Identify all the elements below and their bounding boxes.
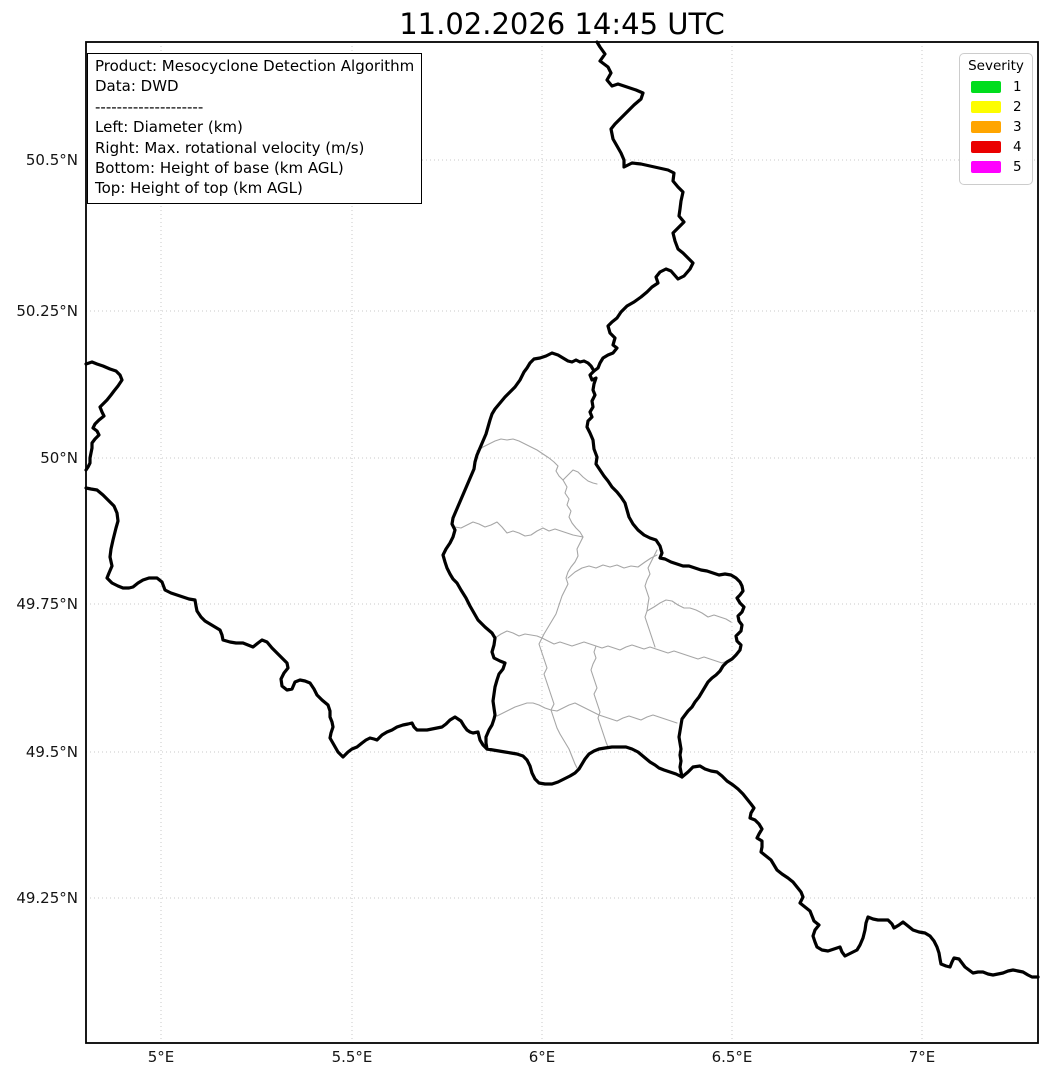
y-tick-label: 49.5°N: [25, 743, 78, 761]
info-line-left: Left: Diameter (km): [95, 118, 243, 137]
info-line-top: Top: Height of top (km AGL): [95, 179, 303, 198]
y-tick-label: 50°N: [40, 449, 78, 467]
belgium-germany-border: [592, 40, 695, 373]
district-border-path: [562, 469, 598, 485]
district-border-path: [494, 630, 733, 664]
y-tick-label: 50.5°N: [25, 151, 78, 169]
info-line-data: Data: DWD: [95, 77, 179, 96]
legend-row-severity-4: 4: [966, 137, 1026, 157]
x-tick-label: 6°E: [528, 1048, 556, 1066]
figure-title: 11.02.2026 14:45 UTC: [399, 7, 725, 41]
info-line-divider: --------------------: [95, 97, 204, 116]
district-border-path: [646, 599, 732, 623]
info-line-product: Product: Mesocyclone Detection Algorithm: [95, 57, 415, 75]
severity-4-swatch: [971, 141, 1001, 153]
legend-title: Severity: [968, 58, 1024, 74]
severity-2-swatch: [971, 101, 1001, 113]
legend-label: 3: [1013, 119, 1022, 135]
y-tick-label: 49.25°N: [16, 889, 78, 907]
legend-label: 4: [1013, 139, 1022, 155]
x-tick-label: 5°E: [147, 1048, 175, 1066]
district-border-path: [538, 536, 584, 769]
district-border-path: [567, 554, 658, 579]
x-tick-label: 6.5°E: [711, 1048, 753, 1066]
district-border-path: [644, 549, 658, 648]
legend-label: 5: [1013, 159, 1022, 175]
legend-row-severity-5: 5: [966, 157, 1026, 177]
severity-5-swatch: [971, 161, 1001, 173]
luxembourg-district-borders: [454, 438, 733, 769]
district-border-path: [454, 521, 584, 538]
luxembourg-outline: [441, 351, 746, 786]
legend-row-severity-1: 1: [966, 77, 1026, 97]
info-line-right: Right: Max. rotational velocity (m/s): [95, 138, 365, 157]
legend-row-severity-2: 2: [966, 97, 1026, 117]
district-border-path: [562, 479, 584, 538]
info-line-bottom: Bottom: Height of base (km AGL): [95, 159, 344, 178]
x-tick-label: 7°E: [908, 1048, 936, 1066]
product-info-box: Product: Mesocyclone Detection Algorithm…: [87, 53, 423, 204]
district-border-path: [476, 438, 564, 481]
france-germany-border: [680, 764, 1040, 979]
country-borders: [84, 40, 1040, 979]
y-tick-label: 50.25°N: [16, 302, 78, 320]
severity-legend: Severity 1 2 3 4 5: [959, 53, 1033, 185]
x-tick-label: 5.5°E: [331, 1048, 373, 1066]
legend-row-severity-3: 3: [966, 117, 1026, 137]
y-tick-label: 49.75°N: [16, 595, 78, 613]
severity-3-swatch: [971, 121, 1001, 133]
graticule-gridlines: [86, 42, 1038, 1043]
legend-label: 1: [1013, 79, 1022, 95]
severity-1-swatch: [971, 81, 1001, 93]
district-border-path: [590, 645, 609, 748]
legend-label: 2: [1013, 99, 1022, 115]
belgium-france-border: [84, 486, 489, 759]
district-border-path: [496, 702, 678, 724]
meuse-border-spur: [84, 360, 124, 472]
plot-frame: [85, 41, 1039, 1044]
